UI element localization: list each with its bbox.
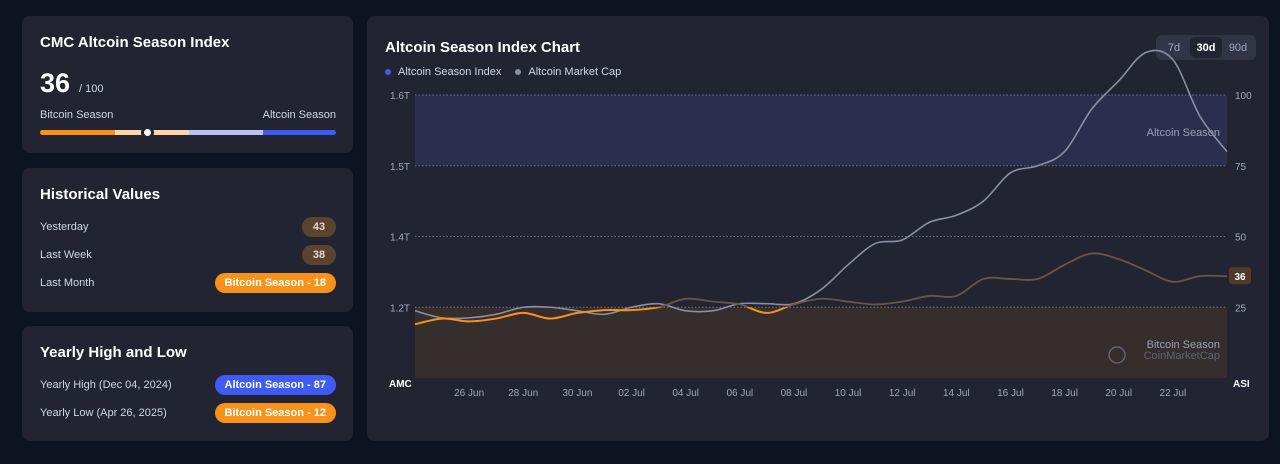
legend-label-market-cap: Altcoin Market Cap xyxy=(528,66,622,78)
historical-values-card: Historical Values Yesterday 43 Last Week… xyxy=(22,168,353,312)
last-week-value: 38 xyxy=(302,245,336,265)
right-axis-tick-label: 75 xyxy=(1235,162,1247,173)
chart-title: Altcoin Season Index Chart xyxy=(385,39,581,56)
timeframe-selector: 7d 30d 90d xyxy=(1156,35,1256,60)
x-tick-label: 28 Jun xyxy=(508,388,538,399)
x-tick-label: 10 Jul xyxy=(835,388,862,399)
x-tick-label: 06 Jul xyxy=(726,388,753,399)
last-month-value: Bitcoin Season - 18 xyxy=(214,273,336,293)
index-max: / 100 xyxy=(79,83,104,95)
altcoin-season-label: Altcoin Season xyxy=(262,109,336,121)
current-value-label: 36 xyxy=(1234,272,1246,283)
yearly-high-value: Altcoin Season - 87 xyxy=(214,375,336,395)
right-axis-tick-label: 50 xyxy=(1235,233,1247,244)
timeframe-30d-button[interactable]: 30d xyxy=(1190,37,1222,58)
x-tick-label: 18 Jul xyxy=(1051,388,1078,399)
gauge-altcoin-segment xyxy=(263,130,336,135)
x-tick-label: 14 Jul xyxy=(943,388,970,399)
chart-card: Altcoin Season Index Chart 7d 30d 90d Al… xyxy=(367,16,1269,441)
yearly-title: Yearly High and Low xyxy=(40,344,187,361)
legend-label-index: Altcoin Season Index xyxy=(398,66,502,78)
chart-legend: Altcoin Season Index Altcoin Market Cap xyxy=(385,66,621,78)
gauge-altcoin-light-segment xyxy=(189,130,263,135)
x-tick-label: 16 Jul xyxy=(997,388,1024,399)
zone-altcoin-season xyxy=(415,95,1227,166)
bitcoin-season-label: Bitcoin Season xyxy=(40,109,114,121)
index-value: 36 xyxy=(40,68,71,98)
last-week-label: Last Week xyxy=(40,249,92,261)
chart-plot: Altcoin Season Bitcoin SeasonCoinMarketCa… xyxy=(389,49,1252,399)
yearly-high-low-card: Yearly High and Low Yearly High (Dec 04,… xyxy=(22,326,353,441)
x-tick-label: 30 Jun xyxy=(562,388,592,399)
right-axis-tick-label: 100 xyxy=(1235,91,1252,102)
right-axis-label: ASI xyxy=(1233,379,1250,390)
yesterday-value: 43 xyxy=(302,217,336,237)
left-axis-tick-label: 1.5T xyxy=(390,162,410,173)
x-tick-label: 02 Jul xyxy=(618,388,645,399)
left-axis-tick-label: 1.2T xyxy=(390,303,410,314)
season-gauge xyxy=(40,130,336,135)
yearly-low-label: Yearly Low (Apr 26, 2025) xyxy=(40,407,167,419)
left-axis-label: AMC xyxy=(389,379,412,390)
x-tick-label: 26 Jun xyxy=(454,388,484,399)
historical-title: Historical Values xyxy=(40,186,161,203)
last-month-label: Last Month xyxy=(40,277,95,289)
legend-dot-market-cap xyxy=(515,69,522,75)
zone-label-altcoin: Altcoin Season xyxy=(1147,127,1220,139)
zone-label-bitcoin: Bitcoin Season xyxy=(1147,339,1220,351)
coinmarketcap-logo-icon xyxy=(1108,346,1126,364)
legend-dot-index xyxy=(385,69,391,75)
gauge-knob xyxy=(141,126,154,139)
right-axis-tick-label: 25 xyxy=(1235,303,1247,314)
series-line-altcoin-season-index-bitcoin xyxy=(414,307,789,326)
left-axis-tick-label: 1.4T xyxy=(390,233,410,244)
x-tick-label: 08 Jul xyxy=(781,388,808,399)
yesterday-label: Yesterday xyxy=(40,221,89,233)
legend-item-index[interactable]: Altcoin Season Index xyxy=(385,66,501,78)
zone-bitcoin-season xyxy=(415,307,1227,378)
x-tick-label: 22 Jul xyxy=(1160,388,1187,399)
timeframe-90d-button[interactable]: 90d xyxy=(1228,41,1248,54)
yearly-low-value: Bitcoin Season - 12 xyxy=(214,403,336,423)
series-line-altcoin-market-cap xyxy=(414,49,1228,320)
current-value-badge xyxy=(1229,267,1251,285)
index-card-title: CMC Altcoin Season Index xyxy=(40,34,230,51)
timeframe-7d-button[interactable]: 7d xyxy=(1167,41,1181,54)
left-axis-tick-label: 1.6T xyxy=(390,91,410,102)
x-tick-label: 04 Jul xyxy=(672,388,699,399)
gauge-bitcoin-segment xyxy=(40,130,115,135)
yearly-high-label: Yearly High (Dec 04, 2024) xyxy=(40,379,172,391)
series-line-altcoin-season-index xyxy=(653,252,1228,308)
x-tick-label: 12 Jul xyxy=(889,388,916,399)
altcoin-index-card: CMC Altcoin Season Index 36 / 100 Bitcoi… xyxy=(22,16,353,153)
legend-item-market-cap[interactable]: Altcoin Market Cap xyxy=(515,66,621,78)
x-tick-label: 20 Jul xyxy=(1105,388,1132,399)
watermark: CoinMarketCap xyxy=(1144,350,1220,362)
